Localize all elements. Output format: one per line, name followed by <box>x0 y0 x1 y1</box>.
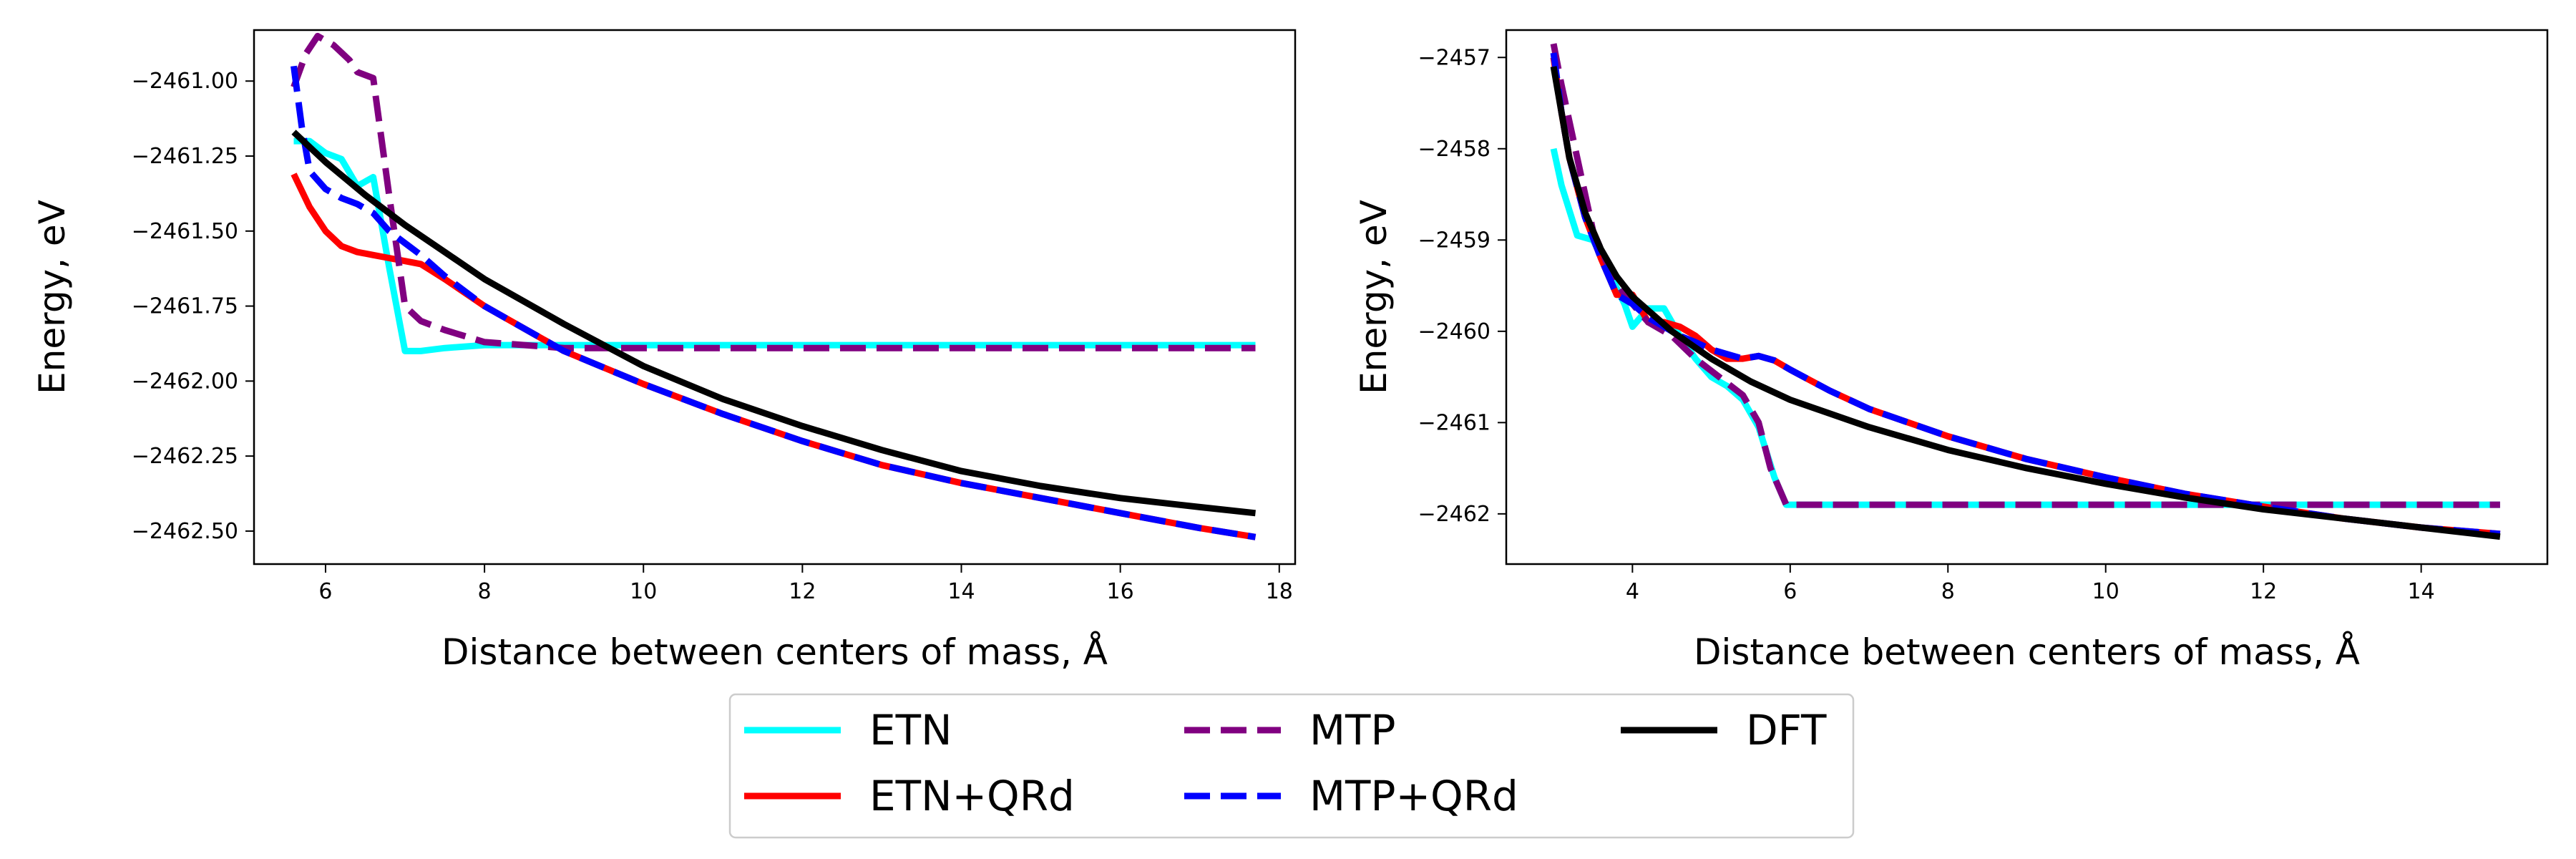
chart-left: 6 8 10 12 14 16 18 −2461.00−2461.25−2461.50−24… <box>31 29 1297 673</box>
series-line-mtp <box>291 32 1256 351</box>
x-tick-label: 14 <box>2408 579 2435 604</box>
x-tick-label: 8 <box>1941 579 1955 604</box>
x-tick-label: 6 <box>1783 579 1797 604</box>
y-axis-label: Energy, eV <box>31 200 73 394</box>
series-line-dft <box>1550 66 2501 540</box>
x-ticks: 4 6 8 10 12 14 <box>1626 564 2435 604</box>
series-line-mtp-qrd <box>291 65 1257 540</box>
y-tick-label: −2461.25 <box>132 144 238 169</box>
x-ticks: 6 8 10 12 14 16 18 <box>318 564 1293 604</box>
legend-label: ETN+QRd <box>869 772 1075 820</box>
series-line-mtp-qrd <box>1550 52 2501 538</box>
y-axis-label: Energy, eV <box>1353 200 1395 394</box>
x-tick-label: 16 <box>1107 579 1134 604</box>
series-group <box>1550 43 2501 540</box>
x-tick-label: 18 <box>1266 579 1293 604</box>
legend-label: ETN <box>869 706 952 754</box>
y-tick-label: −2461.50 <box>132 219 238 244</box>
x-tick-label: 10 <box>630 579 657 604</box>
y-tick-label: −2457 <box>1418 45 1491 70</box>
legend-entry-dft: DFT <box>1621 706 1827 754</box>
x-tick-label: 12 <box>2250 579 2277 604</box>
legend-label: MTP <box>1309 706 1395 754</box>
y-tick-label: −2462.50 <box>132 519 238 544</box>
legend-label: DFT <box>1746 706 1827 754</box>
legend-frame <box>728 693 1855 839</box>
x-axis-label: Distance between centers of mass, Å <box>441 631 1108 673</box>
y-tick-label: −2458 <box>1418 137 1491 162</box>
series-line-etn-qrd <box>1550 57 2501 538</box>
y-tick-label: −2462 <box>1418 502 1491 527</box>
y-tick-label: −2460 <box>1418 319 1491 344</box>
legend-entry-mtp: MTP <box>1184 706 1395 754</box>
series-group <box>291 32 1257 540</box>
legend-label: MTP+QRd <box>1309 772 1518 820</box>
series-line-mtp <box>1550 43 2500 508</box>
series-line-dft <box>291 130 1256 517</box>
series-line-etn-qrd <box>291 173 1257 540</box>
y-ticks: −2457 −2458 −2459 −2460 −2461 −2462 <box>1418 45 1506 527</box>
legend-entry-etn: ETN <box>744 706 952 754</box>
plot-frame <box>1505 29 2549 566</box>
chart-right: 4 6 8 10 12 14 −2457 −2458 −2459 −2460 −2461 −2462… <box>1353 29 2549 673</box>
y-tick-label: −2461 <box>1418 410 1491 435</box>
legend: ETN ETN+QRd MTP MTP+QRd DFT <box>728 693 1855 839</box>
y-ticks: −2461.00 −2461.25 −2461.50 −2461.75 −2462.00… <box>132 69 254 544</box>
y-tick-label: −2459 <box>1418 228 1491 253</box>
x-tick-label: 4 <box>1626 579 1639 604</box>
legend-entry-etn-qrd: ETN+QRd <box>744 772 1075 820</box>
x-tick-label: 6 <box>318 579 332 604</box>
y-tick-label: −2461.00 <box>132 69 238 94</box>
y-tick-label: −2462.00 <box>132 369 238 394</box>
series-line-etn <box>1550 147 2500 508</box>
x-tick-label: 12 <box>789 579 816 604</box>
x-tick-label: 10 <box>2092 579 2119 604</box>
x-axis-label: Distance between centers of mass, Å <box>1694 631 2360 673</box>
legend-entry-mtp-qrd: MTP+QRd <box>1184 772 1518 820</box>
y-tick-label: −2462.25 <box>132 444 238 469</box>
x-tick-label: 8 <box>478 579 492 604</box>
y-tick-label: −2461.75 <box>132 294 238 319</box>
x-tick-label: 14 <box>947 579 975 604</box>
plot-frame <box>253 29 1297 566</box>
